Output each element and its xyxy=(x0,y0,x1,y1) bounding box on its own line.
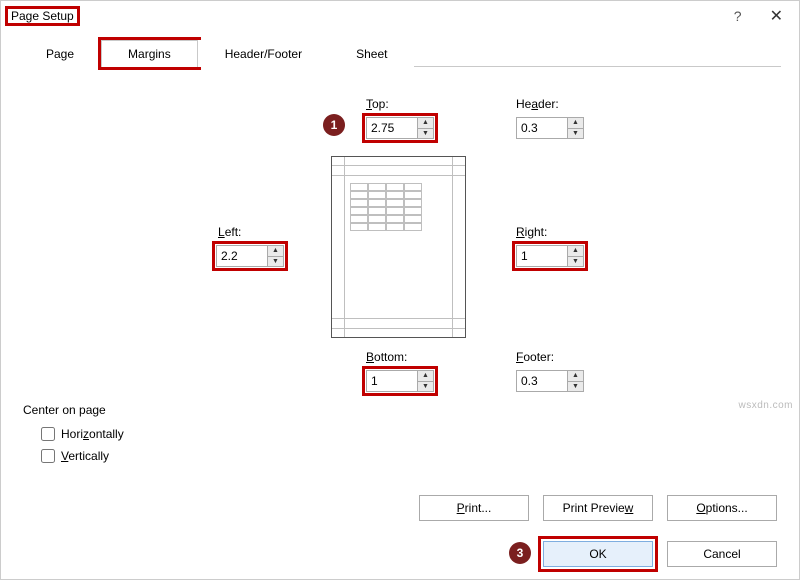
footer-spin-up[interactable]: ▲ xyxy=(568,371,583,382)
tab-sheet[interactable]: Sheet xyxy=(329,40,414,67)
print-preview-button[interactable]: Print Preview xyxy=(543,495,653,521)
footer-spin-down[interactable]: ▼ xyxy=(568,382,583,392)
center-vertically-checkbox[interactable] xyxy=(41,449,55,463)
ok-button[interactable]: OK xyxy=(543,541,653,567)
left-spin-up[interactable]: ▲ xyxy=(268,246,283,257)
center-vertically-row[interactable]: Vertically xyxy=(41,449,109,463)
left-label: Left: xyxy=(218,225,241,239)
titlebar: Page Setup ? ✕ xyxy=(1,1,799,31)
annotation-badge-3: 3 xyxy=(509,542,531,564)
bottom-spin-up[interactable]: ▲ xyxy=(418,371,433,382)
tab-header-footer[interactable]: Header/Footer xyxy=(198,40,329,67)
watermark: wsxdn.com xyxy=(738,400,793,411)
help-button[interactable]: ? xyxy=(734,8,742,24)
center-horizontally-row[interactable]: Horizontally xyxy=(41,427,124,441)
tab-margins[interactable]: Margins xyxy=(101,40,198,67)
right-value[interactable]: 1 xyxy=(517,246,567,266)
tabstrip: Page Margins Header/Footer Sheet xyxy=(19,39,781,67)
preview-footer-line xyxy=(332,328,465,329)
right-label: Right: xyxy=(516,225,547,239)
footer-label: Footer: xyxy=(516,350,554,364)
preview-left-line xyxy=(344,157,345,337)
margin-preview xyxy=(331,156,466,338)
preview-top-line xyxy=(332,175,465,176)
annotation-badge-1: 1 xyxy=(323,114,345,136)
options-button[interactable]: Options... xyxy=(667,495,777,521)
center-horizontally-checkbox[interactable] xyxy=(41,427,55,441)
titlebar-buttons: ? ✕ xyxy=(734,6,793,26)
right-spin-up[interactable]: ▲ xyxy=(568,246,583,257)
tab-page[interactable]: Page xyxy=(19,40,101,67)
preview-header-line xyxy=(332,165,465,166)
top-label: Top: xyxy=(366,97,389,111)
footer-spin[interactable]: 0.3 ▲▼ xyxy=(516,370,584,392)
top-value[interactable]: 2.75 xyxy=(367,118,417,138)
right-spin[interactable]: 1 ▲▼ xyxy=(516,245,584,267)
center-on-page-label: Center on page xyxy=(23,403,106,417)
header-label: Header: xyxy=(516,97,559,111)
preview-right-line xyxy=(452,157,453,337)
header-spin[interactable]: 0.3 ▲▼ xyxy=(516,117,584,139)
bottom-spin[interactable]: 1 ▲▼ xyxy=(366,370,434,392)
center-horizontally-label: Horizontally xyxy=(61,427,124,441)
center-vertically-label: Vertically xyxy=(61,449,109,463)
cancel-button[interactable]: Cancel xyxy=(667,541,777,567)
left-value[interactable]: 2.2 xyxy=(217,246,267,266)
bottom-spin-down[interactable]: ▼ xyxy=(418,382,433,392)
page-setup-dialog: Page Setup ? ✕ Page Margins Header/Foote… xyxy=(0,0,800,580)
action-buttons: Print... Print Preview Options... xyxy=(419,495,777,521)
dialog-title: Page Setup xyxy=(7,8,78,24)
dialog-footer: 3 OK Cancel xyxy=(543,541,777,567)
footer-value[interactable]: 0.3 xyxy=(517,371,567,391)
close-button[interactable]: ✕ xyxy=(760,6,793,26)
left-spin-down[interactable]: ▼ xyxy=(268,257,283,267)
preview-content-grid xyxy=(350,183,422,231)
print-button[interactable]: Print... xyxy=(419,495,529,521)
left-spin[interactable]: 2.2 ▲▼ xyxy=(216,245,284,267)
preview-bottom-line xyxy=(332,318,465,319)
header-value[interactable]: 0.3 xyxy=(517,118,567,138)
header-spin-down[interactable]: ▼ xyxy=(568,129,583,139)
right-spin-down[interactable]: ▼ xyxy=(568,257,583,267)
margins-panel: Top: 1 2.75 ▲▼ Header: 0.3 ▲▼ Left: 2.2 … xyxy=(1,67,799,497)
top-spin[interactable]: 2.75 ▲▼ xyxy=(366,117,434,139)
top-spin-down[interactable]: ▼ xyxy=(418,129,433,139)
bottom-label: Bottom: xyxy=(366,350,407,364)
header-spin-up[interactable]: ▲ xyxy=(568,118,583,129)
top-spin-up[interactable]: ▲ xyxy=(418,118,433,129)
bottom-value[interactable]: 1 xyxy=(367,371,417,391)
